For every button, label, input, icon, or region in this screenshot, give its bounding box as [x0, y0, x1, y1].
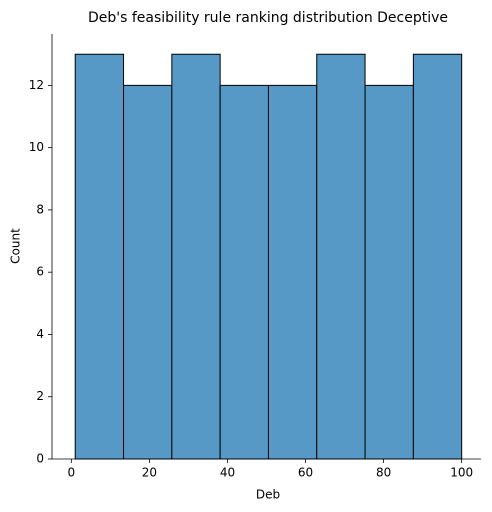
y-tick-label: 8 — [36, 202, 44, 216]
x-axis-label: Deb — [256, 488, 280, 502]
x-tick-label: 20 — [142, 466, 157, 480]
y-axis-label: Count — [9, 228, 23, 264]
x-tick-label: 40 — [220, 466, 235, 480]
bar — [219, 84, 269, 460]
bar — [364, 84, 414, 460]
bar — [123, 84, 173, 460]
chart-title: Deb's feasibility rule ranking distribut… — [88, 10, 448, 26]
y-tick-label: 12 — [29, 78, 44, 92]
y-tick-label: 10 — [29, 140, 44, 154]
bar — [412, 53, 463, 460]
y-tick-label: 0 — [36, 452, 44, 466]
y-tick-label: 2 — [36, 389, 44, 403]
y-tick-label: 4 — [36, 327, 44, 341]
bar — [316, 53, 366, 460]
bar — [74, 53, 125, 460]
x-tick-label: 60 — [298, 466, 313, 480]
x-tick-label: 80 — [376, 466, 391, 480]
y-tick-label: 6 — [36, 265, 44, 279]
bar — [171, 53, 221, 460]
x-tick-label: 0 — [68, 466, 76, 480]
x-tick-label: 100 — [450, 466, 473, 480]
bar — [267, 84, 318, 460]
